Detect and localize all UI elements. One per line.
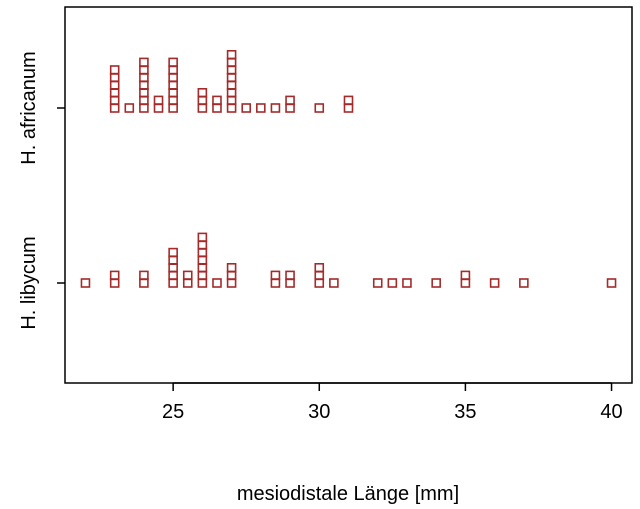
data-point <box>226 278 237 288</box>
data-point <box>109 278 120 288</box>
data-point <box>285 270 295 281</box>
data-point <box>270 103 281 113</box>
data-point <box>168 270 178 281</box>
x-tick-label: 30 <box>308 401 330 423</box>
data-point <box>139 270 149 281</box>
x-axis: 25 30 35 40 <box>162 382 623 423</box>
data-point <box>314 270 325 281</box>
data-point <box>314 278 325 288</box>
data-point <box>197 278 208 288</box>
data-point <box>109 270 120 281</box>
data-point <box>168 278 178 288</box>
data-point <box>212 95 222 106</box>
data-point <box>314 103 325 113</box>
data-point <box>270 270 281 281</box>
data-point <box>139 57 149 68</box>
data-point <box>460 278 471 288</box>
data-point <box>285 278 295 288</box>
data-point <box>197 88 208 98</box>
data-point <box>197 247 208 258</box>
plot-frame <box>64 6 633 384</box>
y-category-label: H. libycum <box>18 236 40 329</box>
chart-marks <box>80 49 617 288</box>
data-point <box>124 103 135 113</box>
data-point <box>226 49 237 60</box>
data-point <box>80 278 91 288</box>
x-tick-label: 35 <box>454 401 476 423</box>
x-tick-label: 40 <box>600 401 622 423</box>
data-point <box>270 278 281 288</box>
y-axis: H. libycum H. africanum <box>18 51 65 330</box>
data-point <box>168 57 178 68</box>
x-axis-label: mesiodistale Länge [mm] <box>237 483 459 505</box>
x-tick-label: 25 <box>162 401 184 423</box>
data-point <box>387 278 398 288</box>
data-point <box>256 103 266 113</box>
data-point <box>314 262 325 273</box>
y-category-label: H. africanum <box>18 51 40 164</box>
data-point <box>168 247 178 258</box>
data-point <box>460 270 471 281</box>
data-point <box>343 95 354 106</box>
data-point <box>139 278 149 288</box>
data-point <box>153 95 164 106</box>
data-point <box>606 278 617 288</box>
data-point <box>109 65 120 75</box>
data-point <box>197 232 208 243</box>
data-point <box>197 240 208 250</box>
data-point <box>212 278 222 288</box>
data-point <box>197 270 208 281</box>
data-point <box>372 278 383 288</box>
data-point <box>489 278 500 288</box>
data-point <box>285 95 295 106</box>
data-point <box>226 270 237 281</box>
data-point <box>241 103 252 113</box>
data-point <box>182 270 193 281</box>
data-point <box>431 278 441 288</box>
data-point <box>182 278 193 288</box>
data-point <box>519 278 529 288</box>
data-point <box>402 278 412 288</box>
data-point <box>329 278 339 288</box>
data-point <box>226 262 237 273</box>
